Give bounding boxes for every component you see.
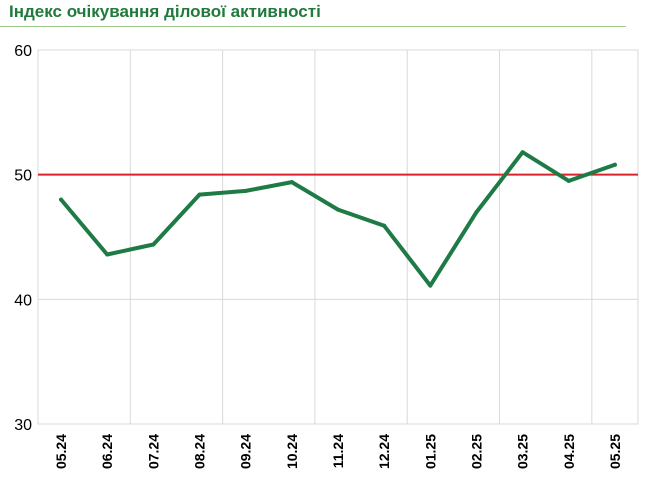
y-tick-label: 30 (14, 417, 32, 434)
x-tick-label: 08.24 (192, 434, 208, 469)
data-point (289, 180, 294, 185)
y-tick-label: 50 (14, 168, 32, 185)
series-layer (59, 150, 617, 288)
data-point (151, 242, 156, 247)
data-point (566, 178, 571, 183)
x-tick-label: 05.24 (53, 434, 69, 469)
series-line (59, 150, 617, 288)
data-point (105, 252, 110, 257)
data-point (520, 150, 525, 155)
data-point (428, 283, 433, 288)
x-tick-label: 11.24 (330, 434, 346, 468)
x-tick-label: 01.25 (422, 434, 438, 469)
plot-frame (37, 49, 639, 425)
data-point (336, 207, 340, 212)
x-tick-label: 04.25 (561, 434, 577, 469)
chart-title: Індекс очікування ділової активності (9, 2, 321, 21)
x-tick-label: 06.24 (99, 434, 115, 469)
data-point (382, 223, 387, 228)
x-tick-label: 03.25 (515, 434, 531, 469)
grid-layer (37, 49, 639, 425)
title-rule (0, 26, 626, 27)
x-tick-label: 12.24 (376, 434, 392, 469)
data-point (612, 162, 617, 167)
data-point (474, 210, 479, 215)
axis-layer: 30 40 50 60 05.24 06.24 07.24 08.24 09.24 10.24 11… (14, 43, 623, 469)
y-tick-label: 60 (14, 43, 32, 60)
x-tick-label: 09.24 (238, 434, 254, 469)
data-point (243, 188, 248, 193)
x-tick-label: 05.25 (607, 434, 623, 469)
x-tick-label: 07.24 (145, 434, 161, 469)
y-tick-label: 40 (14, 292, 32, 309)
x-tick-label: 10.24 (284, 434, 300, 469)
x-tick-label: 02.25 (468, 434, 484, 469)
data-point (59, 197, 64, 202)
data-point (197, 192, 202, 197)
